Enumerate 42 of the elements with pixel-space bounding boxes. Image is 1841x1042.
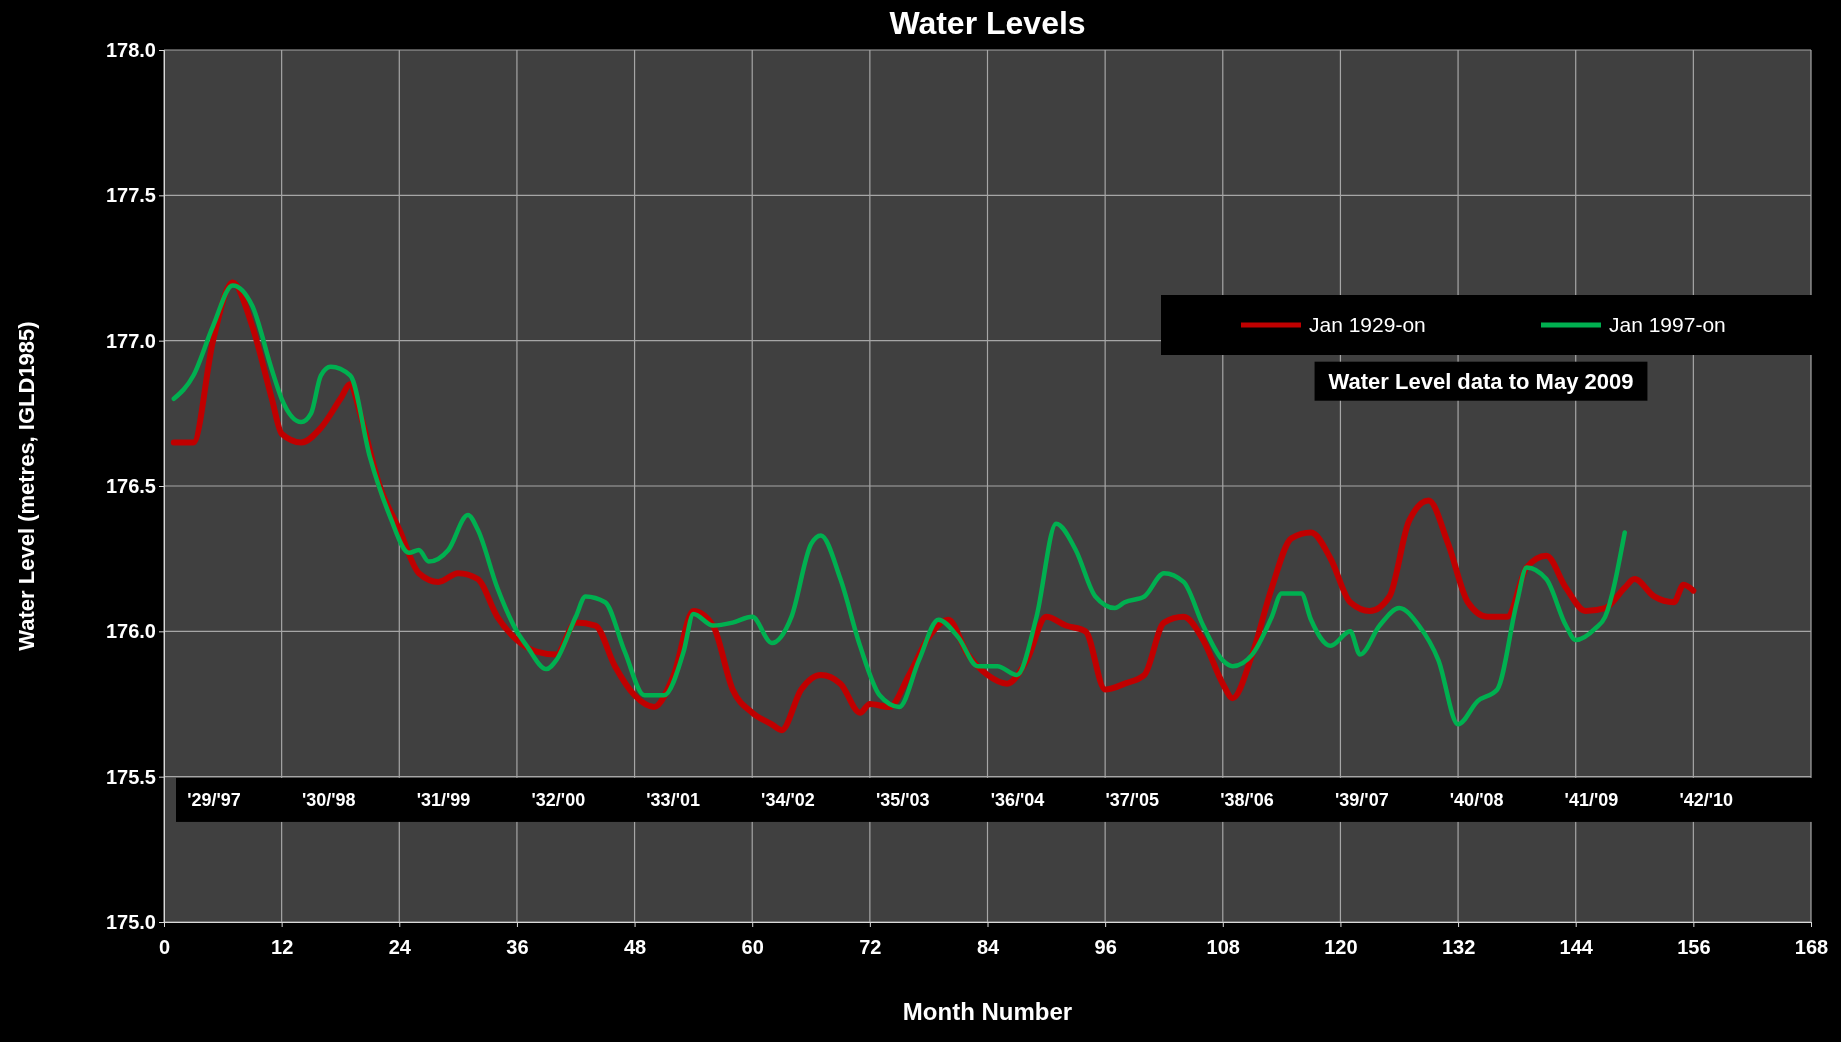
annotation: Water Level data to May 2009 <box>1328 368 1634 394</box>
y-tick-label: 176.5 <box>105 474 156 497</box>
x-tick-label: 168 <box>1794 936 1829 958</box>
x-tick-label: 60 <box>741 936 764 958</box>
x-tick-label: 0 <box>158 936 171 958</box>
y-tick-label: 175.5 <box>105 765 156 788</box>
annotation: '33/'01 <box>646 790 700 811</box>
x-tick-label: 72 <box>859 936 882 958</box>
annotation: '41/'09 <box>1564 790 1619 811</box>
annotation: '32/'00 <box>531 790 586 811</box>
x-tick-label: 36 <box>506 936 529 958</box>
annotation: '40/'08 <box>1449 790 1504 811</box>
x-tick-label: 132 <box>1441 936 1476 958</box>
annotation: '31/'99 <box>416 790 471 811</box>
x-tick-label: 24 <box>388 936 412 958</box>
annotation: '35/'03 <box>875 790 930 811</box>
x-tick-label: 84 <box>976 936 1000 958</box>
x-axis-title: Month Number <box>902 998 1073 1025</box>
x-tick-label: 120 <box>1324 936 1358 958</box>
x-tick-label: 144 <box>1559 936 1594 958</box>
y-axis-title: Water Level (metres, IGLD1985) <box>14 321 39 651</box>
y-tick-label: 177.5 <box>105 184 156 207</box>
x-tick-label: 96 <box>1094 936 1117 958</box>
annotation: '34/'02 <box>761 790 815 811</box>
annotation: '37/'05 <box>1105 790 1160 811</box>
annotation: '39/'07 <box>1335 790 1389 811</box>
annotation: '29/'97 <box>187 790 241 811</box>
y-tick-label: 178.0 <box>105 38 156 61</box>
legend-label: Jan 1929-on <box>1309 313 1426 337</box>
legend-label: Jan 1997-on <box>1609 313 1726 337</box>
annotation: '42/'10 <box>1679 790 1734 811</box>
annotation: '36/'04 <box>990 790 1045 811</box>
x-tick-label: 12 <box>271 936 294 958</box>
y-tick-label: 176.0 <box>105 620 156 643</box>
annotation: '30/'98 <box>301 790 356 811</box>
x-tick-label: 48 <box>623 936 647 958</box>
x-tick-label: 156 <box>1677 936 1711 958</box>
chart-title: Water Levels <box>889 5 1086 41</box>
x-tick-label: 108 <box>1206 936 1240 958</box>
annotation: '38/'06 <box>1220 790 1274 811</box>
y-tick-label: 177.0 <box>105 329 156 352</box>
y-tick-label: 175.0 <box>105 910 156 933</box>
